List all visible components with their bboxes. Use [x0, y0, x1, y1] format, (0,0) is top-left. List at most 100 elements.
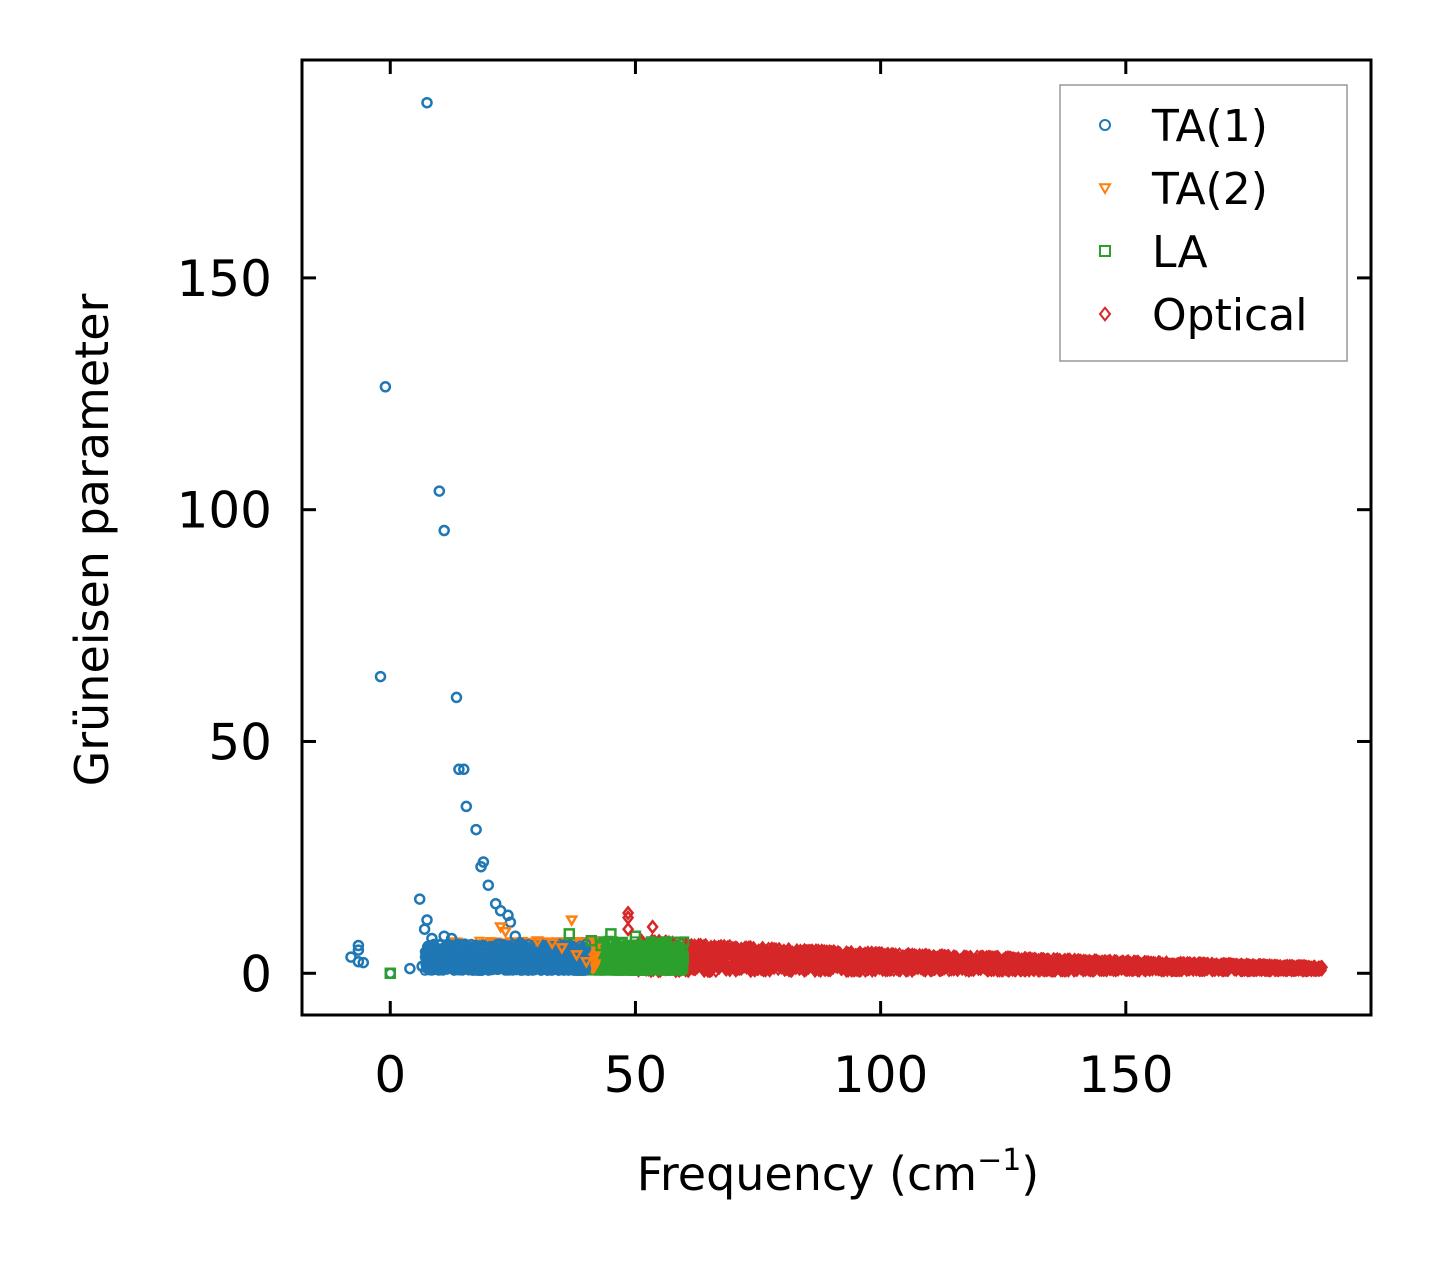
- data-point-optical: [1064, 954, 1076, 968]
- data-point-optical: [836, 950, 848, 964]
- data-point-optical: [1218, 956, 1229, 970]
- data-point-optical: [717, 952, 728, 967]
- data-point-optical: [1112, 963, 1124, 978]
- data-point-optical: [821, 955, 833, 970]
- data-point-optical: [769, 958, 780, 973]
- data-point-optical: [945, 954, 957, 968]
- data-point-la: [612, 956, 623, 967]
- data-point-optical: [691, 958, 702, 973]
- data-point-optical: [942, 952, 954, 966]
- data-point-optical: [1256, 960, 1268, 975]
- data-point-optical: [992, 960, 1003, 975]
- data-point-optical: [1286, 963, 1298, 977]
- data-point-optical: [1157, 961, 1168, 976]
- data-point-optical: [890, 959, 902, 973]
- data-point-optical: [795, 943, 806, 957]
- data-point-optical: [743, 951, 754, 965]
- data-point-optical: [848, 955, 860, 969]
- data-point-optical: [820, 963, 831, 978]
- data-point-optical: [934, 958, 945, 972]
- data-point-optical: [801, 953, 812, 967]
- data-point-ta2: [590, 959, 602, 970]
- data-point-optical: [804, 943, 816, 957]
- data-point-optical: [790, 962, 802, 976]
- data-point-optical: [846, 964, 857, 978]
- data-point-optical: [1073, 953, 1084, 967]
- data-point-optical: [730, 940, 742, 954]
- data-point-optical: [1052, 961, 1064, 976]
- data-point-optical: [982, 953, 994, 967]
- data-point-optical: [1239, 964, 1250, 978]
- data-point-la: [660, 937, 670, 948]
- data-point-optical: [1103, 957, 1114, 971]
- data-point-la: [673, 944, 684, 955]
- data-point-optical: [1014, 954, 1026, 968]
- data-point-la: [671, 943, 682, 953]
- data-point-optical: [1061, 962, 1073, 976]
- data-point-optical: [1302, 962, 1314, 976]
- data-point-optical: [832, 960, 843, 975]
- data-point-optical: [724, 953, 735, 967]
- data-point-optical: [904, 956, 915, 970]
- data-point-optical: [760, 963, 771, 977]
- data-point-optical: [1198, 959, 1210, 973]
- data-point-la: [630, 936, 640, 947]
- data-point-optical: [840, 959, 852, 974]
- data-point-optical: [1090, 961, 1102, 976]
- data-point-la: [622, 956, 633, 967]
- data-point-optical: [706, 941, 718, 955]
- data-point-optical: [713, 956, 724, 970]
- data-point-ta2: [588, 949, 601, 960]
- data-point-optical: [920, 960, 932, 974]
- data-point-optical: [1195, 956, 1207, 970]
- data-point-optical: [1229, 962, 1241, 976]
- data-point-optical: [738, 960, 750, 975]
- data-point-optical: [813, 943, 824, 957]
- data-point-optical: [1273, 964, 1284, 978]
- data-point-optical: [775, 948, 787, 962]
- data-point-optical: [963, 964, 974, 978]
- data-point-optical: [709, 938, 720, 953]
- data-point-optical: [810, 959, 822, 973]
- data-point-optical: [718, 938, 730, 952]
- data-point-optical: [870, 952, 881, 966]
- data-point-optical: [1031, 955, 1042, 970]
- data-point-optical: [824, 946, 836, 960]
- data-point-optical: [848, 964, 860, 978]
- data-point-optical: [804, 956, 815, 971]
- data-point-optical: [913, 952, 925, 966]
- data-point-la: [617, 965, 627, 976]
- data-point-la: [653, 962, 664, 973]
- data-point-optical: [1229, 959, 1240, 973]
- data-point-optical: [754, 951, 765, 966]
- data-point-optical: [731, 962, 743, 977]
- data-point-la: [633, 954, 644, 965]
- data-point-optical: [862, 945, 874, 959]
- data-point-optical: [876, 955, 888, 969]
- data-point-optical: [739, 941, 751, 955]
- data-point-optical: [1210, 959, 1222, 973]
- data-point-optical: [1242, 964, 1254, 978]
- data-point-optical: [1012, 957, 1024, 971]
- data-point-optical: [776, 961, 787, 975]
- data-point-optical: [933, 951, 944, 965]
- data-point-optical: [985, 952, 997, 967]
- data-point-optical: [1165, 960, 1177, 974]
- data-point-optical: [1139, 956, 1150, 971]
- data-point-optical: [1197, 963, 1209, 978]
- data-point-optical: [1100, 960, 1111, 974]
- data-point-optical: [1270, 960, 1281, 974]
- data-point-optical: [697, 940, 708, 955]
- data-point-optical: [799, 963, 810, 977]
- data-point-optical: [708, 949, 719, 964]
- data-point-optical: [1149, 957, 1161, 971]
- data-point-optical: [1190, 963, 1201, 977]
- data-point-optical: [921, 947, 932, 962]
- cluster-layer: [419, 933, 1328, 979]
- data-point-optical: [980, 957, 991, 971]
- data-point-optical: [1006, 951, 1018, 965]
- data-point-optical: [1206, 956, 1217, 970]
- data-point-optical: [866, 963, 878, 977]
- data-point-optical: [1258, 957, 1269, 972]
